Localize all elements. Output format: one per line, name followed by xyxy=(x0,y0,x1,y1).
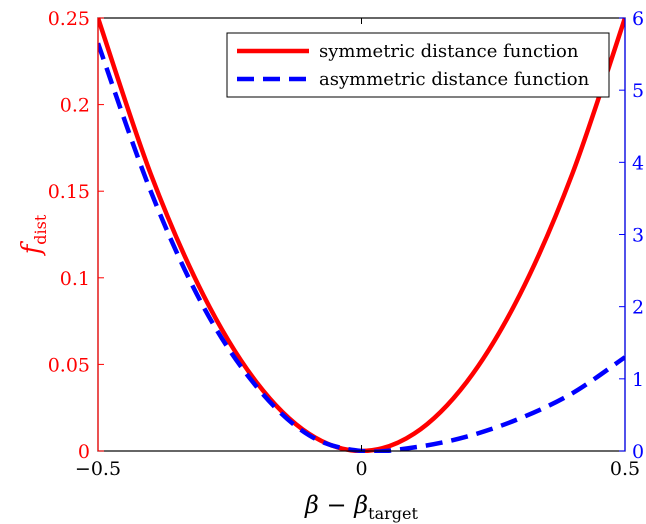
y-left-tick-label: 0.05 xyxy=(48,354,90,376)
y-left-axis-label: fdist xyxy=(17,214,50,256)
y-left-tick-label: 0.2 xyxy=(60,95,90,117)
legend-label: symmetric distance function xyxy=(319,41,579,62)
legend-label: asymmetric distance function xyxy=(319,69,590,90)
y-right-tick-label: 0 xyxy=(632,441,644,463)
x-tick-label: 0 xyxy=(355,458,367,480)
y-left-tick-label: 0.15 xyxy=(48,181,90,203)
y-right-tick-label: 5 xyxy=(632,80,644,102)
y-left-tick-label: 0.1 xyxy=(60,268,90,290)
x-tick-label: −0.5 xyxy=(75,458,121,480)
y-right-tick-label: 1 xyxy=(632,369,644,391)
y-left-tick-label: 0 xyxy=(78,441,90,463)
y-left-tick-label: 0.25 xyxy=(48,8,90,30)
legend-box xyxy=(226,32,610,98)
x-tick-label: 0.5 xyxy=(610,458,640,480)
y-right-tick-label: 3 xyxy=(632,225,644,247)
series-line-asymmetric xyxy=(98,42,625,453)
y-right-tick-label: 4 xyxy=(632,152,644,174)
y-right-tick-label: 6 xyxy=(632,8,644,30)
legend: symmetric distance function asymmetric di… xyxy=(226,32,610,98)
ticks-layer xyxy=(97,17,626,452)
x-axis-label: β − βtarget xyxy=(304,491,418,523)
y-right-tick-label: 2 xyxy=(632,297,644,319)
